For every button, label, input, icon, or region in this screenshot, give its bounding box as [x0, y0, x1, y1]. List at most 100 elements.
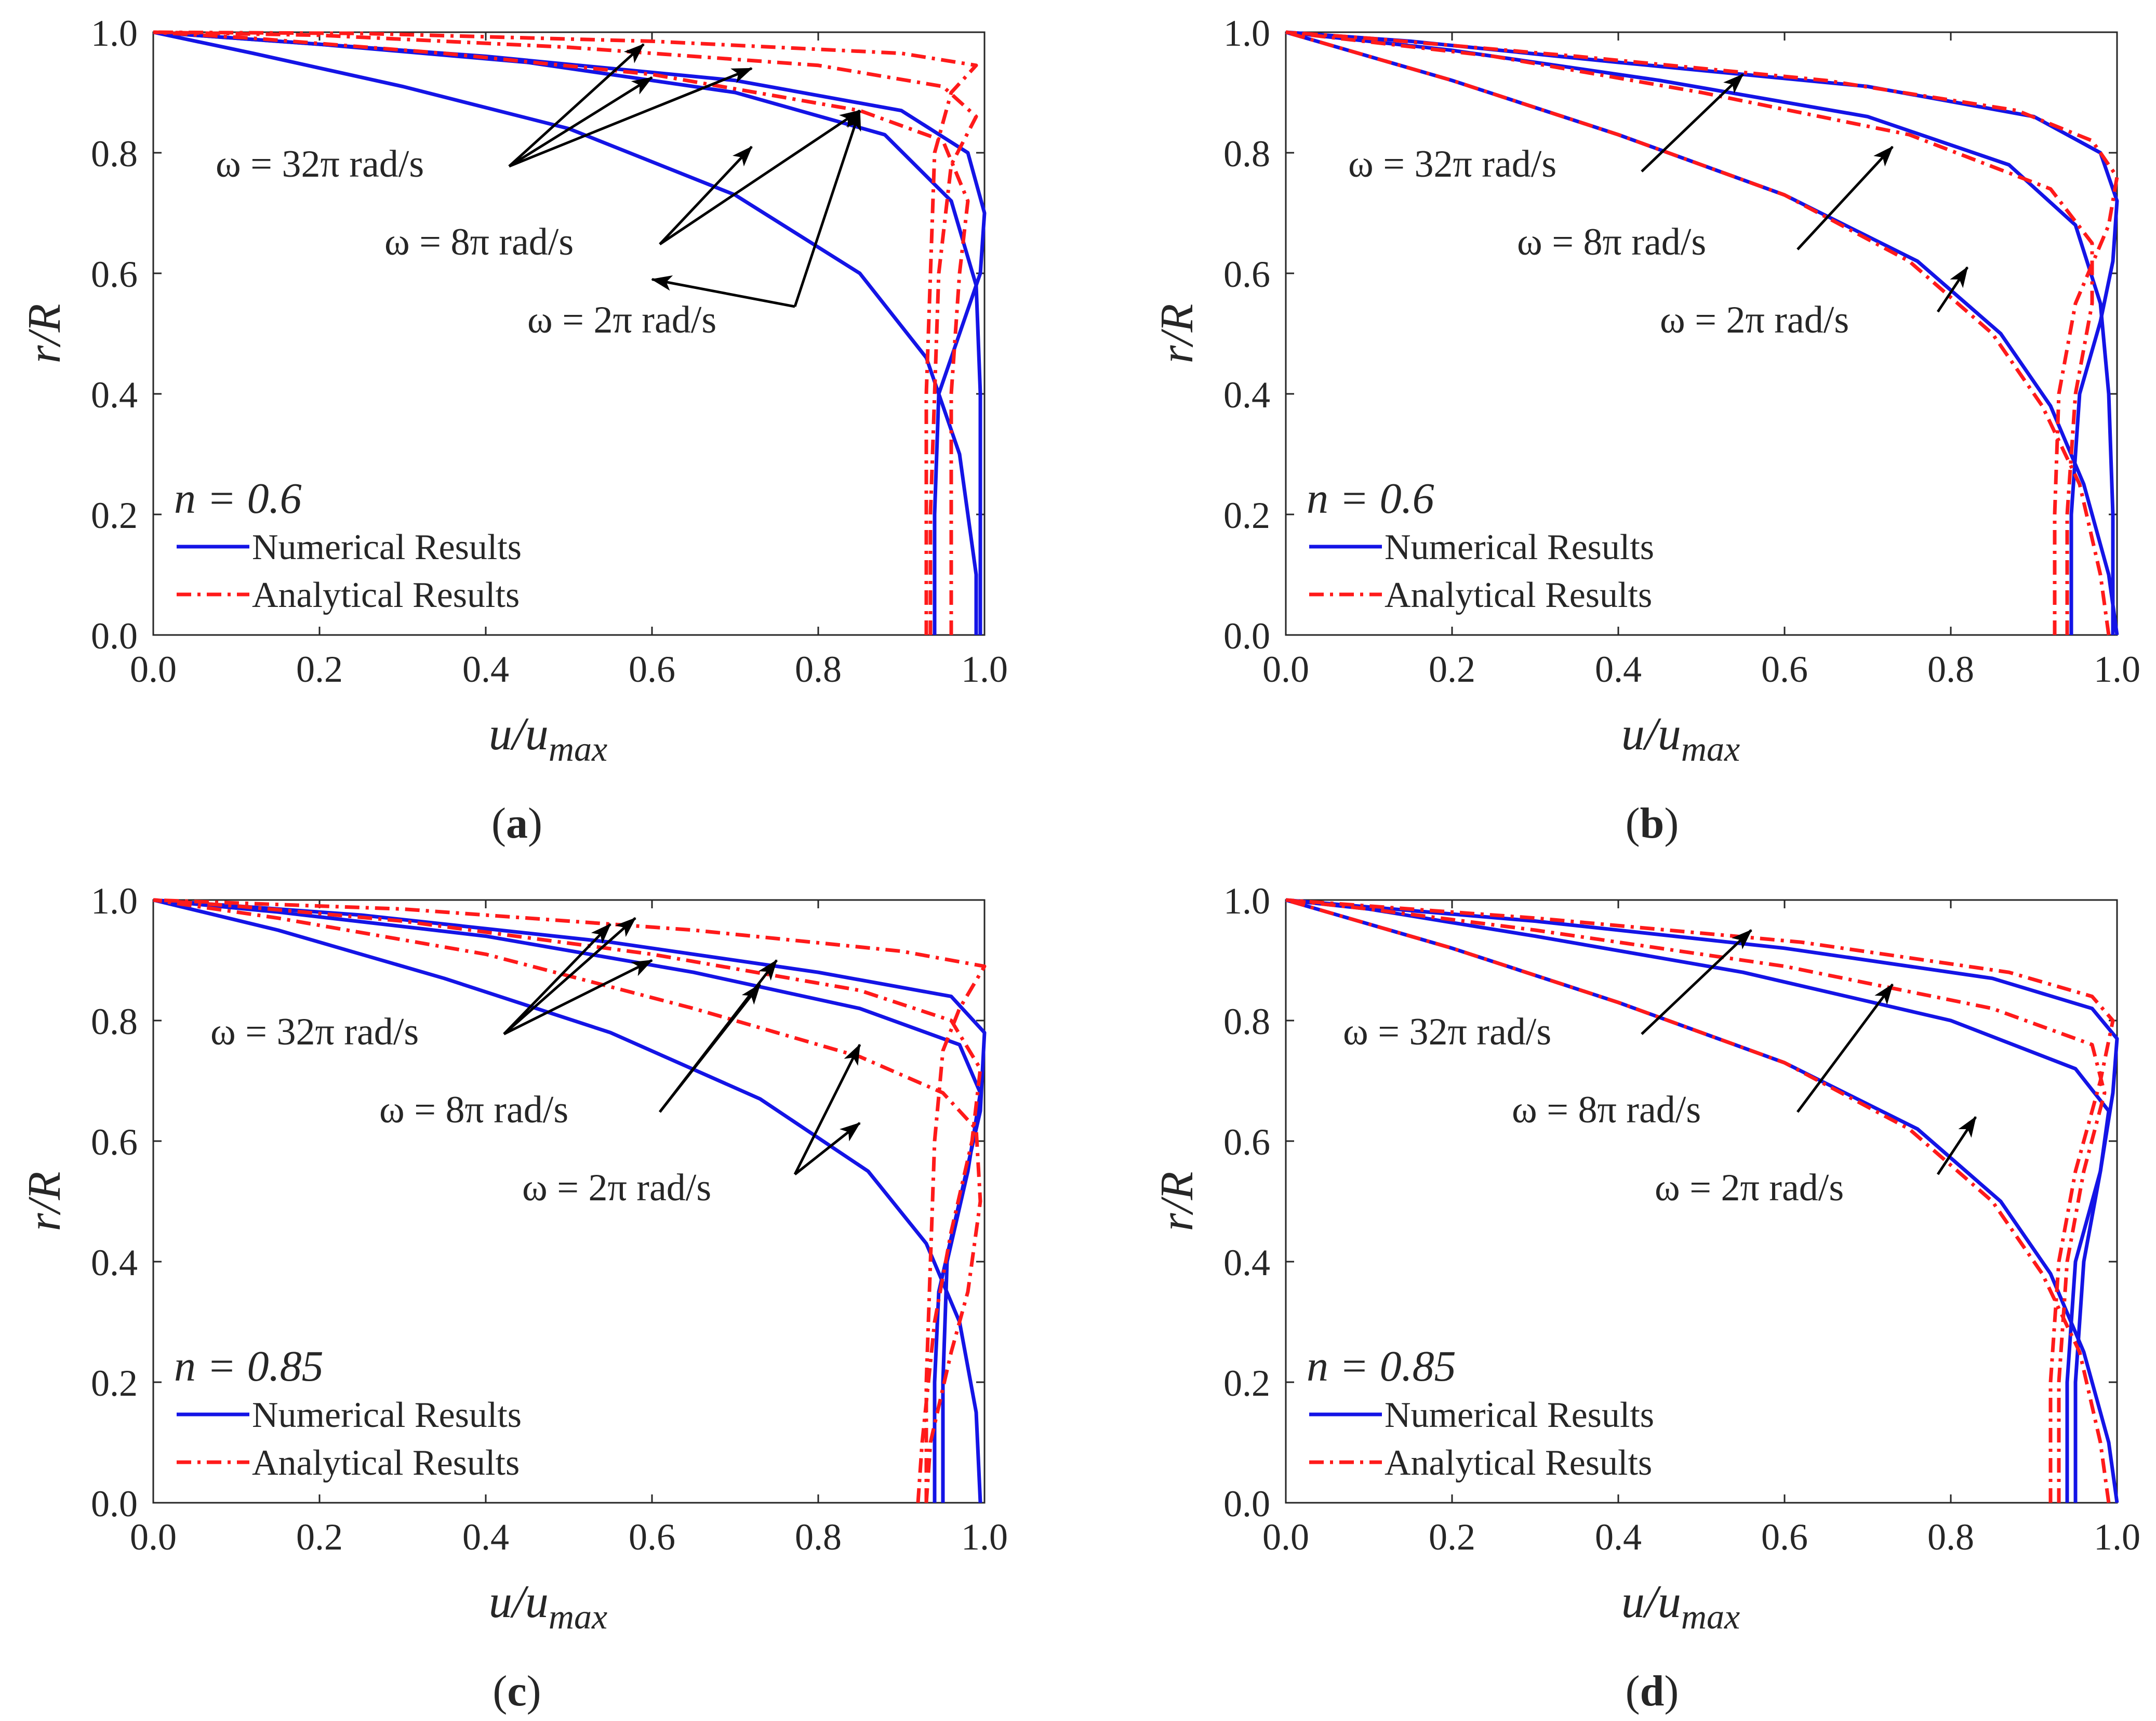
y-tick-label: 0.8: [91, 133, 138, 175]
panel-label-open: (: [1626, 1667, 1640, 1715]
y-tick-label: 1.0: [91, 12, 138, 54]
y-axis-label: r/R: [19, 1171, 70, 1231]
legend-label-numerical: Numerical Results: [252, 527, 522, 567]
y-tick-label: 1.0: [91, 880, 138, 922]
n-parameter-label: n = 0.6: [174, 474, 302, 523]
omega-annotation: ω = 2π rad/s: [1655, 1167, 1844, 1209]
y-axis-label: r/R: [1151, 303, 1203, 363]
x-tick-label: 0.8: [1927, 648, 1974, 690]
y-tick-label: 0.0: [91, 1483, 138, 1525]
x-tick-label: 1.0: [961, 1516, 1008, 1558]
x-axis-label-subscript: max: [549, 729, 607, 769]
annotation-arrow: [503, 959, 653, 1036]
x-tick-label: 1.0: [2094, 1516, 2140, 1558]
x-axis-label: u/umax: [489, 1576, 607, 1636]
x-axis-label-main: u/u: [1621, 1576, 1681, 1627]
omega-annotation: ω = 8π rad/s: [1512, 1089, 1701, 1131]
plot-frame: [152, 31, 986, 636]
n-parameter-label: n = 0.85: [1307, 1342, 1456, 1391]
annotation-arrow: [659, 145, 753, 245]
x-tick-label: 0.4: [462, 648, 509, 690]
n-parameter-label: n = 0.85: [174, 1342, 324, 1391]
x-tick-label: 0.0: [1262, 1516, 1309, 1558]
x-tick-label: 0.2: [1429, 648, 1475, 690]
y-tick-label: 0.0: [91, 615, 138, 657]
analytical-curve-4: [1285, 30, 2094, 635]
x-tick-label: 0.6: [629, 1516, 675, 1558]
annotation-arrow: [793, 109, 861, 307]
y-tick-label: 1.0: [1223, 12, 1270, 54]
annotation-arrow: [793, 1043, 861, 1175]
panel-label-letter: b: [1640, 799, 1665, 848]
annotation-arrow: [651, 275, 795, 308]
y-tick-label: 1.0: [1223, 880, 1270, 922]
analytical-curve-3: [1285, 898, 2111, 1503]
annotation-arrow: [1796, 983, 1894, 1113]
annotation-arrow: [503, 923, 611, 1035]
annotation-arrow: [503, 917, 636, 1035]
chart-panel-d: 0.0 0.2 0.4 0.6 0.8 1.0 0.0 0.2 0.4 0.6 0.8 1.0 u/um…: [1151, 880, 2140, 1715]
x-axis-label: u/umax: [1621, 1576, 1740, 1636]
omega-annotation: ω = 8π rad/s: [1517, 221, 1706, 263]
panel-label-close: ): [1664, 799, 1679, 848]
panel-label: (c): [493, 1667, 541, 1715]
omega-annotation: ω = 2π rad/s: [1660, 299, 1849, 341]
panel-label: (a): [491, 799, 542, 848]
x-axis-label: u/umax: [1621, 708, 1740, 769]
analytical-curve-4: [153, 898, 982, 1503]
numerical-curve-2: [1285, 898, 2119, 1503]
annotation-arrow: [509, 67, 753, 168]
y-tick-label: 0.6: [91, 254, 138, 295]
omega-annotation: ω = 32π rad/s: [216, 143, 424, 186]
y-tick-label: 0.4: [1223, 374, 1270, 416]
legend-label-analytical: Analytical Results: [1385, 575, 1652, 615]
y-axis-label: r/R: [1151, 1171, 1203, 1231]
y-tick-label: 0.6: [1223, 1121, 1270, 1163]
y-tick-label: 0.2: [91, 495, 138, 536]
annotation-arrow: [794, 1122, 861, 1175]
x-tick-label: 0.8: [795, 1516, 842, 1558]
y-axis-label: r/R: [19, 303, 70, 363]
x-tick-label: 0.2: [1429, 1516, 1475, 1558]
omega-annotation: ω = 32π rad/s: [210, 1011, 419, 1053]
panel-label-open: (: [491, 799, 506, 848]
legend-label-numerical: Numerical Results: [1385, 1395, 1654, 1435]
y-tick-label: 0.2: [91, 1362, 138, 1404]
y-tick-label: 0.6: [91, 1121, 138, 1163]
x-axis-label-main: u/u: [489, 708, 549, 760]
x-axis-label-subscript: max: [1681, 729, 1740, 769]
x-tick-label: 0.0: [130, 648, 177, 690]
annotation-arrow: [1641, 73, 1744, 173]
y-tick-label: 0.8: [1223, 1001, 1270, 1042]
annotation-arrow: [1641, 929, 1752, 1035]
analytical-curve-3: [1285, 30, 2111, 636]
y-tick-label: 0.6: [1223, 254, 1270, 295]
panel-label-close: ): [528, 799, 542, 848]
y-tick-label: 0.0: [1223, 615, 1270, 657]
y-tick-label: 0.4: [91, 374, 138, 416]
panel-label-letter: a: [506, 799, 528, 848]
panel-label-letter: c: [507, 1667, 526, 1715]
analytical-curve-5: [1285, 898, 2115, 1503]
numerical-curve-1: [1285, 898, 2111, 1503]
numerical-curve-2: [1285, 30, 2119, 635]
panel-label-close: ): [527, 1667, 541, 1715]
analytical-curve-4: [1285, 898, 2107, 1503]
x-tick-label: 0.8: [795, 648, 842, 690]
omega-annotation: ω = 2π rad/s: [522, 1167, 711, 1209]
x-axis-label-subscript: max: [1681, 1597, 1740, 1636]
x-tick-label: 0.6: [1761, 1516, 1808, 1558]
numerical-curve-0: [153, 30, 978, 635]
chart-panel-a: 0.0 0.2 0.4 0.6 0.8 1.0 0.0 0.2 0.4 0.6 0.8 1.0 u/um…: [19, 12, 1008, 848]
x-tick-label: 0.6: [629, 648, 675, 690]
analytical-curve-5: [153, 30, 978, 635]
x-tick-label: 0.2: [296, 1516, 343, 1558]
omega-annotation: ω = 8π rad/s: [379, 1089, 568, 1131]
plot-frame: [1285, 899, 2118, 1504]
legend-label-analytical: Analytical Results: [1385, 1443, 1652, 1483]
n-parameter-label: n = 0.6: [1307, 474, 1434, 523]
annotation-arrow: [659, 959, 778, 1113]
legend-label-numerical: Numerical Results: [252, 1395, 522, 1435]
x-tick-label: 0.4: [1595, 1516, 1642, 1558]
annotation-arrow: [1936, 1116, 1977, 1175]
